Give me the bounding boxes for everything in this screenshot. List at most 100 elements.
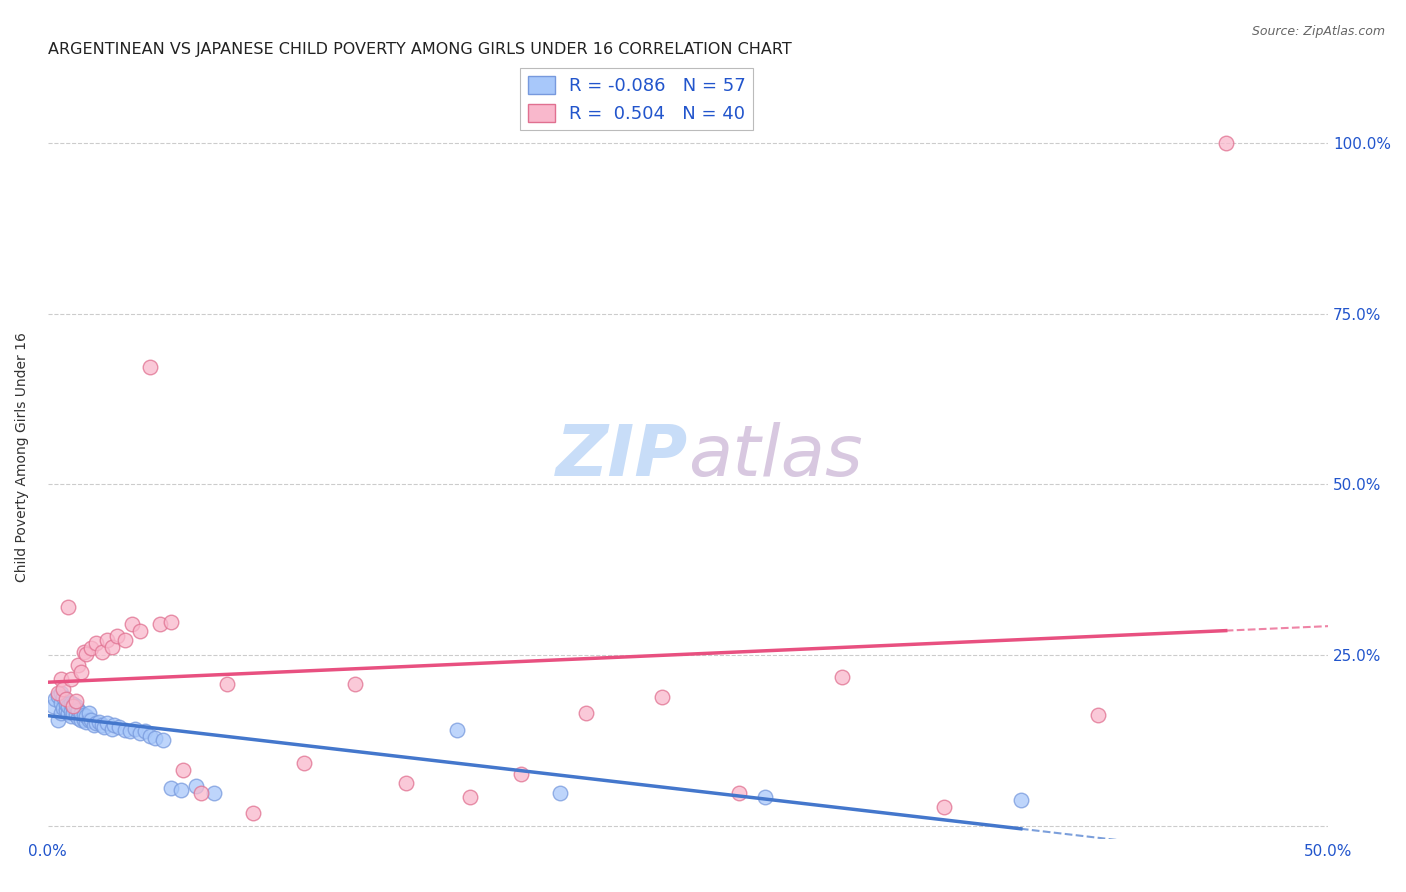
Point [932, 799, 955, 814]
Point [458, 789, 481, 804]
Point [548, 786, 571, 800]
Point [96, 716, 118, 731]
Point [55, 702, 77, 716]
Point [90, 717, 112, 731]
Point [186, 779, 208, 793]
Point [49, 685, 72, 699]
Point [65, 694, 87, 708]
Point [114, 632, 136, 647]
Point [52, 701, 75, 715]
Point [59, 672, 82, 686]
Point [49, 672, 72, 686]
Point [215, 676, 238, 690]
Point [44, 692, 66, 706]
Point [242, 806, 264, 821]
Point [80, 713, 103, 727]
Point [143, 731, 166, 746]
Point [67, 702, 90, 716]
Point [100, 722, 122, 736]
Point [159, 781, 181, 796]
Point [75, 647, 97, 661]
Point [59, 696, 82, 710]
Point [728, 786, 751, 800]
Point [59, 704, 82, 718]
Point [70, 665, 93, 679]
Text: ZIP: ZIP [555, 423, 688, 491]
Point [170, 783, 193, 797]
Point [55, 692, 77, 706]
Point [190, 786, 212, 800]
Point [1087, 708, 1109, 723]
Point [86, 635, 108, 649]
Point [67, 658, 90, 673]
Point [510, 767, 533, 781]
Point [831, 670, 853, 684]
Point [86, 716, 108, 731]
Text: atlas: atlas [688, 423, 862, 491]
Point [100, 640, 122, 654]
Point [139, 359, 162, 374]
Point [139, 729, 162, 743]
Point [42, 699, 65, 714]
Point [55, 697, 77, 711]
Point [49, 696, 72, 710]
Point [152, 733, 174, 747]
Point [96, 632, 118, 647]
Point [75, 709, 97, 723]
Point [1215, 136, 1237, 150]
Point [202, 786, 225, 800]
Point [65, 699, 87, 714]
Point [395, 776, 418, 790]
Point [77, 713, 100, 727]
Point [62, 706, 84, 720]
Point [87, 714, 110, 729]
Legend: R = -0.086   N = 57, R =  0.504   N = 40: R = -0.086 N = 57, R = 0.504 N = 40 [520, 69, 754, 130]
Point [129, 726, 152, 740]
Point [159, 615, 181, 630]
Point [72, 644, 94, 658]
Point [90, 644, 112, 658]
Point [108, 720, 131, 734]
Point [105, 629, 128, 643]
Point [114, 723, 136, 737]
Point [83, 717, 105, 731]
Text: ARGENTINEAN VS JAPANESE CHILD POVERTY AMONG GIRLS UNDER 16 CORRELATION CHART: ARGENTINEAN VS JAPANESE CHILD POVERTY AM… [48, 42, 792, 57]
Point [77, 706, 100, 720]
Point [46, 685, 69, 699]
Y-axis label: Child Poverty Among Girls Under 16: Child Poverty Among Girls Under 16 [15, 332, 30, 582]
Point [52, 682, 75, 697]
Point [70, 713, 93, 727]
Point [58, 699, 80, 714]
Point [46, 689, 69, 703]
Point [46, 713, 69, 727]
Point [446, 723, 468, 737]
Text: Source: ZipAtlas.com: Source: ZipAtlas.com [1251, 25, 1385, 38]
Point [129, 624, 152, 638]
Point [292, 756, 315, 770]
Point [65, 708, 87, 723]
Point [149, 617, 172, 632]
Point [58, 600, 80, 615]
Point [49, 706, 72, 720]
Point [62, 697, 84, 711]
Point [93, 720, 115, 734]
Point [651, 690, 673, 705]
Point [754, 789, 776, 804]
Point [574, 706, 596, 720]
Point [134, 724, 156, 739]
Point [62, 699, 84, 714]
Point [344, 676, 367, 690]
Point [59, 709, 82, 723]
Point [124, 722, 146, 736]
Point [72, 708, 94, 723]
Point [52, 690, 75, 705]
Point [70, 706, 93, 720]
Point [62, 701, 84, 715]
Point [58, 706, 80, 720]
Point [1010, 793, 1032, 807]
Point [121, 617, 143, 632]
Point [75, 714, 97, 729]
Point [172, 763, 194, 777]
Point [80, 641, 103, 656]
Point [118, 724, 141, 739]
